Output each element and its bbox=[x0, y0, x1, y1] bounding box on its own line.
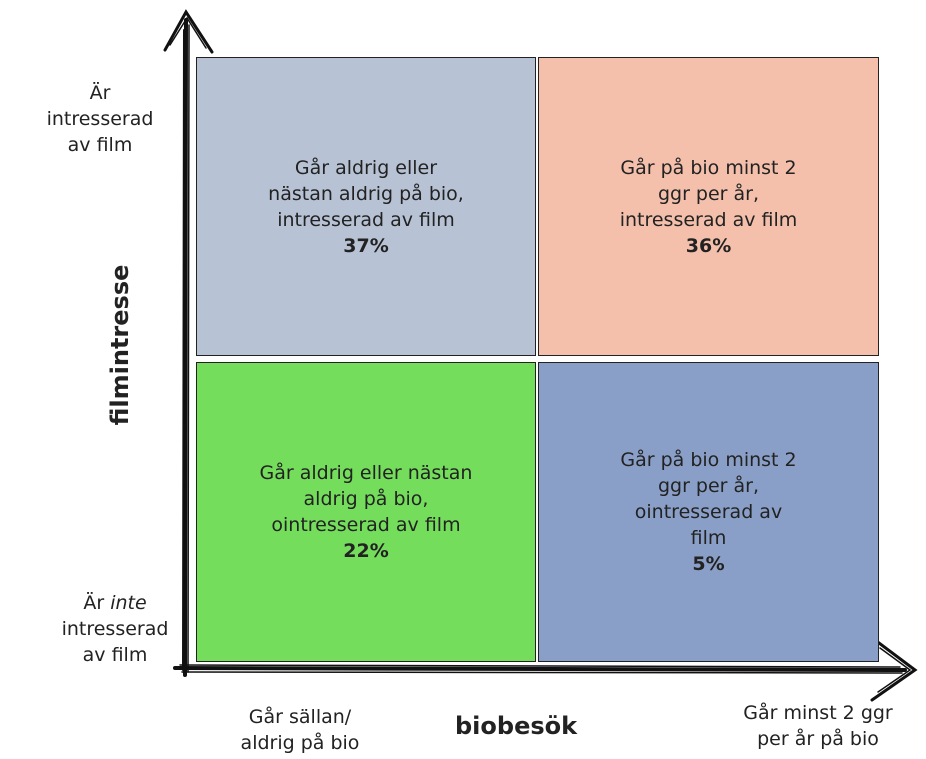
y-low-label: Är inte intresserad av film bbox=[40, 590, 190, 668]
quadrant: Går på bio minst 2 ggr per år, ointresse… bbox=[538, 362, 879, 662]
quadrant-text: Går på bio minst 2 bbox=[620, 156, 797, 179]
quadrant: Går aldrig eller nästan aldrig på bio, i… bbox=[196, 57, 536, 356]
label-line: Är inte bbox=[40, 590, 190, 616]
quadrant-share: 22% bbox=[343, 540, 389, 562]
quadrant-text: intresserad av film bbox=[277, 208, 455, 231]
quadrant-text: Går aldrig eller nästan bbox=[259, 462, 473, 484]
quadrant-text: intresserad av film bbox=[619, 208, 798, 231]
quadrant-text: ggr per år, bbox=[657, 182, 760, 205]
label-line: av film bbox=[67, 134, 133, 156]
label-line: intresserad bbox=[46, 108, 154, 130]
label-word: Är bbox=[83, 592, 105, 614]
quadrant-text: ointresserad av bbox=[634, 501, 783, 523]
label-line: Går sällan/ bbox=[248, 706, 352, 728]
quadrant-text: ggr per år, bbox=[657, 475, 760, 497]
quadrant-share: 37% bbox=[343, 234, 389, 257]
y-high-label: Är intresserad av film bbox=[40, 80, 160, 158]
label-line: per år på bio bbox=[757, 728, 879, 750]
label-line: Är bbox=[89, 82, 111, 104]
y-axis-title: filmintresse bbox=[106, 264, 134, 426]
quadrant-text: Går på bio minst 2 bbox=[620, 449, 797, 471]
quadrant-text: Går aldrig eller bbox=[294, 156, 438, 179]
quadrant-text: aldrig på bio, bbox=[303, 488, 429, 510]
x-low-label: Går sällan/ aldrig på bio bbox=[215, 704, 385, 756]
quadrant-share: 36% bbox=[685, 234, 732, 257]
quadrant-share: 5% bbox=[692, 553, 725, 575]
label-word: inte bbox=[110, 592, 147, 614]
label-line: av film bbox=[82, 644, 148, 666]
label-line: Går minst 2 ggr bbox=[743, 702, 893, 724]
quadrant: Går aldrig eller nästan aldrig på bio, o… bbox=[196, 362, 536, 662]
x-axis-title: biobesök bbox=[455, 712, 578, 740]
quadrant-text: film bbox=[690, 527, 727, 549]
quadrant-text: ointresserad av film bbox=[271, 514, 461, 536]
x-high-label: Går minst 2 ggr per år på bio bbox=[718, 700, 918, 752]
label-line: aldrig på bio bbox=[240, 732, 360, 754]
quadrant: Går på bio minst 2 ggr per år, intresser… bbox=[538, 57, 879, 356]
quadrant-text: nästan aldrig på bio, bbox=[268, 182, 464, 205]
label-line: intresserad bbox=[61, 618, 169, 640]
